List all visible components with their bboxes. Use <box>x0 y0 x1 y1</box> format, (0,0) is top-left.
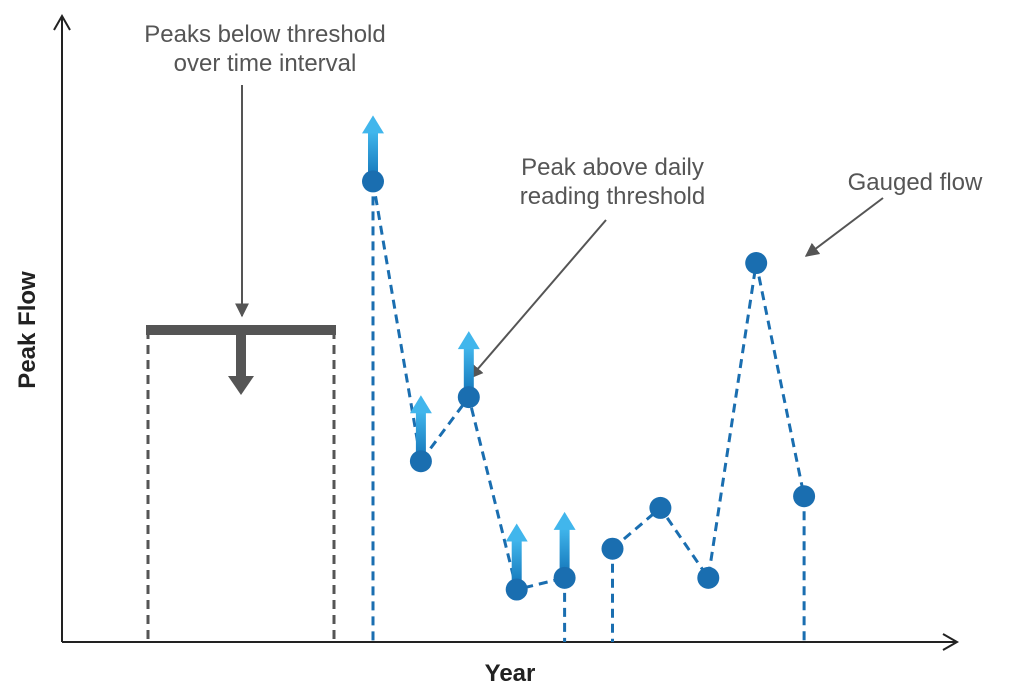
series-line <box>611 262 806 582</box>
threshold-annotation-line2: over time interval <box>173 50 357 77</box>
drop-lines <box>371 181 806 642</box>
threshold-interval <box>146 325 336 642</box>
data-point <box>745 252 768 275</box>
y-axis-title: Peak Flow <box>14 271 41 389</box>
data-point <box>601 537 624 560</box>
up-arrow-shaft <box>463 347 474 400</box>
up-arrow-head <box>457 331 480 350</box>
up-arrow-shaft <box>368 131 378 184</box>
up-arrow-shaft <box>511 539 522 592</box>
data-points <box>362 170 816 601</box>
up-arrow-shaft <box>415 411 426 464</box>
data-point <box>793 485 816 508</box>
up-arrow-head <box>553 511 576 530</box>
up-arrow-head <box>505 523 528 542</box>
daily-threshold-annotation-line1: Peak above daily <box>521 154 704 181</box>
data-point <box>409 450 432 473</box>
up-arrow-shaft <box>559 527 570 580</box>
gauged-flow-annotation: Gauged flow <box>847 169 983 196</box>
up-arrow-head <box>409 395 432 414</box>
daily-threshold-annotation: Peak above daily reading threshold <box>490 153 735 211</box>
series-lines <box>371 181 806 592</box>
data-point <box>553 566 576 589</box>
gauged-flow-pointer-arrow <box>804 197 884 257</box>
y-axis <box>53 13 71 642</box>
data-point <box>457 386 480 409</box>
threshold-down-arrow-head <box>228 376 254 395</box>
x-axis <box>62 633 960 651</box>
x-axis-title: Year <box>484 660 536 687</box>
threshold-bar <box>146 325 336 335</box>
daily-threshold-pointer-arrow <box>469 219 607 380</box>
daily-threshold-annotation-line2: reading threshold <box>519 183 706 210</box>
up-arrow-head <box>362 115 384 134</box>
threshold-annotation-line1: Peaks below threshold <box>144 21 386 48</box>
data-point <box>362 170 384 193</box>
data-point <box>649 496 672 519</box>
threshold-annotation: Peaks below threshold over time interval <box>110 20 420 78</box>
threshold-down-arrow-shaft <box>236 335 246 377</box>
above-threshold-arrows <box>362 115 576 592</box>
data-point <box>505 578 528 601</box>
data-point <box>697 566 720 589</box>
